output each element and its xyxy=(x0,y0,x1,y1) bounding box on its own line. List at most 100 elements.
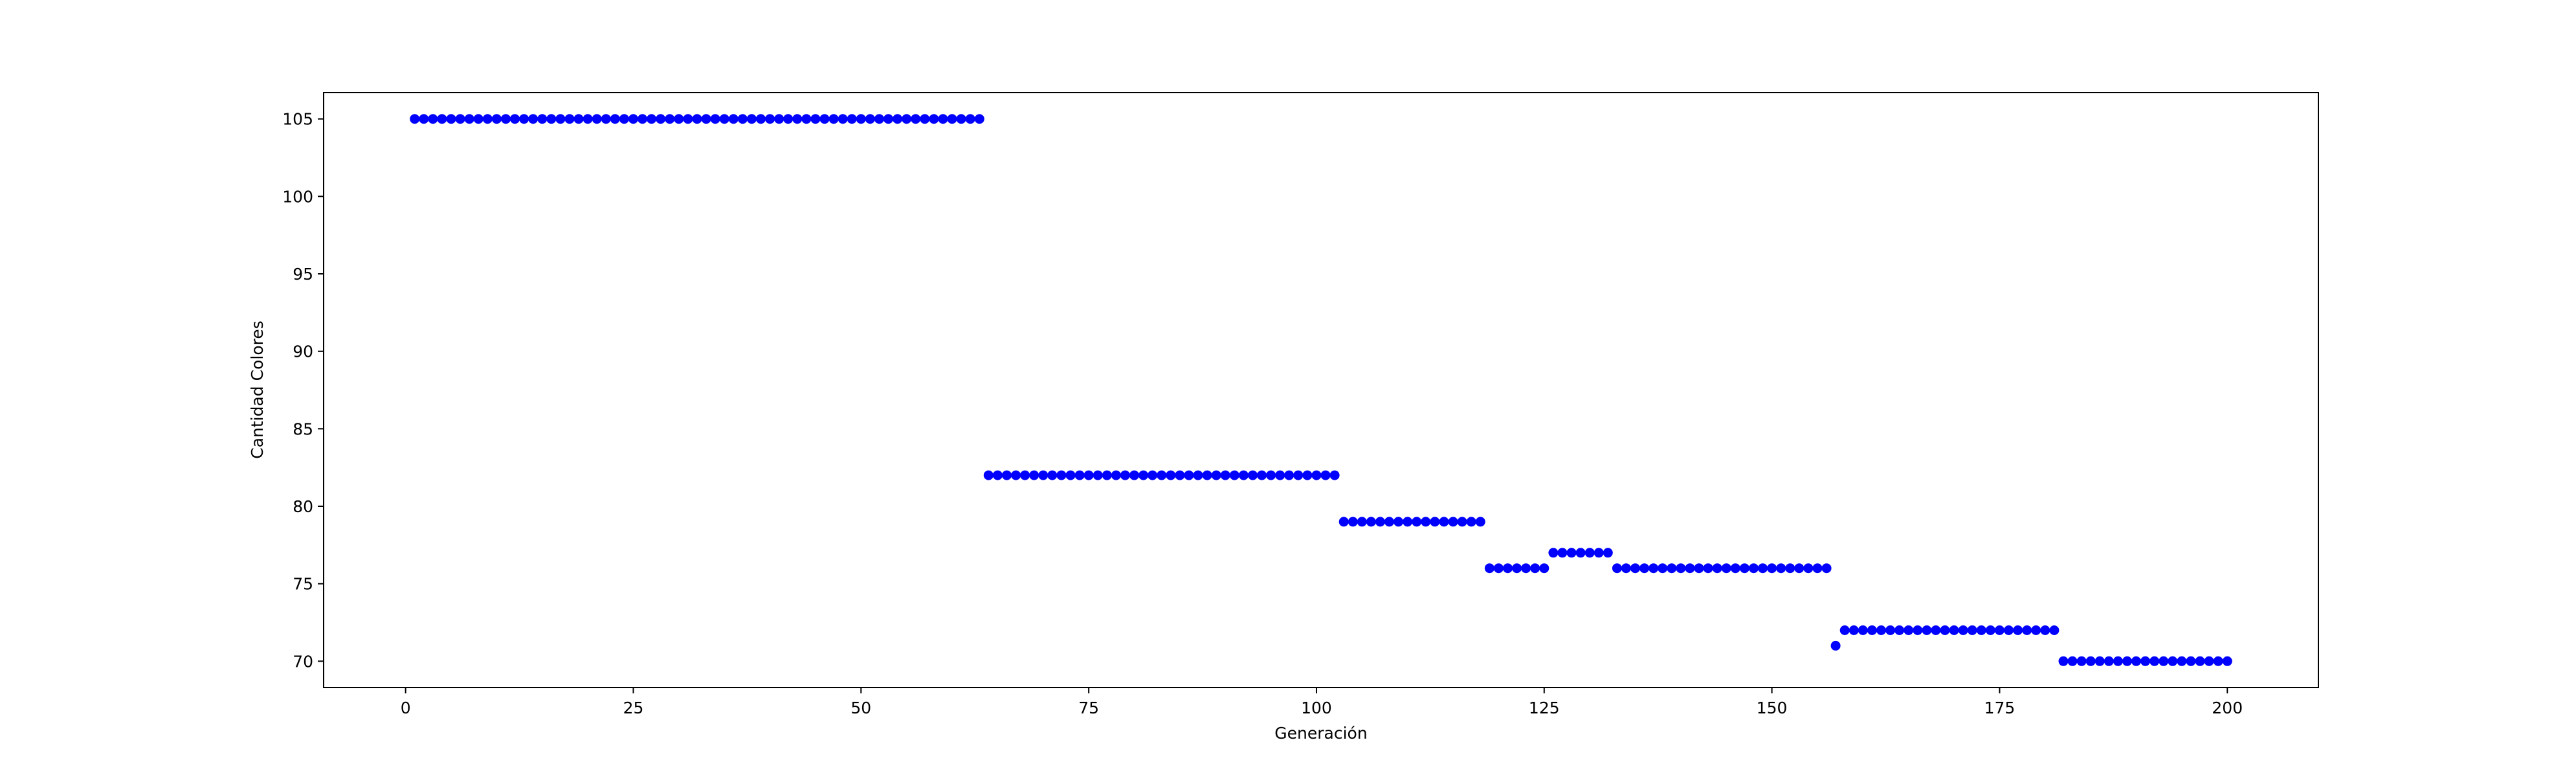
data-point xyxy=(1366,517,1376,527)
x-tick-label: 125 xyxy=(1529,699,1560,717)
data-point xyxy=(965,114,975,124)
data-point xyxy=(947,114,957,124)
data-point xyxy=(728,114,738,124)
data-point xyxy=(1257,470,1267,480)
data-point xyxy=(564,114,575,124)
data-point xyxy=(1548,548,1559,558)
data-point xyxy=(783,114,794,124)
data-point xyxy=(1821,563,1832,574)
data-point xyxy=(701,114,711,124)
data-point xyxy=(647,114,657,124)
data-point xyxy=(2013,625,2023,635)
data-point xyxy=(2195,656,2205,666)
data-point xyxy=(992,470,1003,480)
data-point xyxy=(1985,625,1995,635)
data-point xyxy=(1248,470,1258,480)
y-tick-label: 105 xyxy=(282,110,313,129)
data-point xyxy=(1475,517,1485,527)
data-point xyxy=(1649,563,1659,574)
data-point xyxy=(2004,625,2014,635)
data-point xyxy=(1931,625,1941,635)
data-point xyxy=(983,470,994,480)
data-point xyxy=(1403,517,1413,527)
data-point xyxy=(1894,625,1905,635)
x-tick-label: 75 xyxy=(1078,699,1099,717)
data-point xyxy=(819,114,830,124)
data-point xyxy=(2076,656,2087,666)
data-point xyxy=(1530,563,1540,574)
data-point xyxy=(1785,563,1795,574)
data-point xyxy=(2213,656,2223,666)
data-point xyxy=(555,114,566,124)
data-point xyxy=(1976,625,1986,635)
data-point xyxy=(756,114,766,124)
data-point xyxy=(1922,625,1932,635)
data-point xyxy=(2159,656,2169,666)
data-point xyxy=(656,114,666,124)
data-point xyxy=(1584,548,1595,558)
data-point xyxy=(1484,563,1494,574)
data-point xyxy=(1667,563,1677,574)
data-point xyxy=(482,114,493,124)
data-point xyxy=(737,114,748,124)
data-point xyxy=(1348,517,1358,527)
data-point xyxy=(2204,656,2214,666)
data-point xyxy=(2122,656,2132,666)
data-point xyxy=(1166,470,1176,480)
data-point xyxy=(920,114,930,124)
data-point xyxy=(710,114,720,124)
data-point xyxy=(1712,563,1722,574)
data-point xyxy=(1311,470,1322,480)
plot-frame xyxy=(323,92,2319,688)
data-point xyxy=(1739,563,1749,574)
data-point xyxy=(601,114,611,124)
data-point xyxy=(464,114,474,124)
data-point xyxy=(1138,470,1149,480)
data-point xyxy=(719,114,729,124)
data-point xyxy=(455,114,465,124)
data-point xyxy=(1749,563,1759,574)
data-point xyxy=(1730,563,1740,574)
data-point xyxy=(1020,470,1030,480)
data-point xyxy=(519,114,529,124)
data-point xyxy=(1211,470,1221,480)
data-point xyxy=(1329,470,1340,480)
data-point xyxy=(1812,563,1823,574)
x-tick-label: 175 xyxy=(1984,699,2015,717)
data-point xyxy=(501,114,511,124)
data-point xyxy=(1393,517,1404,527)
data-point xyxy=(974,114,984,124)
data-point xyxy=(1521,563,1531,574)
data-point xyxy=(2113,656,2123,666)
data-point xyxy=(1338,517,1349,527)
data-point xyxy=(1184,470,1194,480)
data-point xyxy=(592,114,602,124)
data-point xyxy=(2085,656,2096,666)
data-point xyxy=(1849,625,1859,635)
data-point xyxy=(1621,563,1631,574)
data-point xyxy=(1885,625,1896,635)
data-point xyxy=(929,114,939,124)
data-point xyxy=(1148,470,1158,480)
data-point xyxy=(437,114,447,124)
y-tick-label: 95 xyxy=(293,265,313,284)
data-point xyxy=(1493,563,1504,574)
data-point xyxy=(856,114,866,124)
data-point xyxy=(1512,563,1522,574)
y-tick-label: 100 xyxy=(282,187,313,206)
data-point xyxy=(2031,625,2041,635)
data-point xyxy=(410,114,420,124)
data-point xyxy=(1913,625,1923,635)
data-point xyxy=(1439,517,1449,527)
y-axis-ticks: 70 75 80 85 90 95 100 105 xyxy=(282,110,324,671)
data-point xyxy=(528,114,539,124)
data-point xyxy=(1093,470,1103,480)
data-point xyxy=(628,114,638,124)
y-tick-label: 75 xyxy=(293,575,313,594)
data-point xyxy=(1721,563,1731,574)
data-point xyxy=(1904,625,1914,635)
data-point xyxy=(1038,470,1049,480)
data-point xyxy=(1357,517,1367,527)
data-point xyxy=(1275,470,1285,480)
